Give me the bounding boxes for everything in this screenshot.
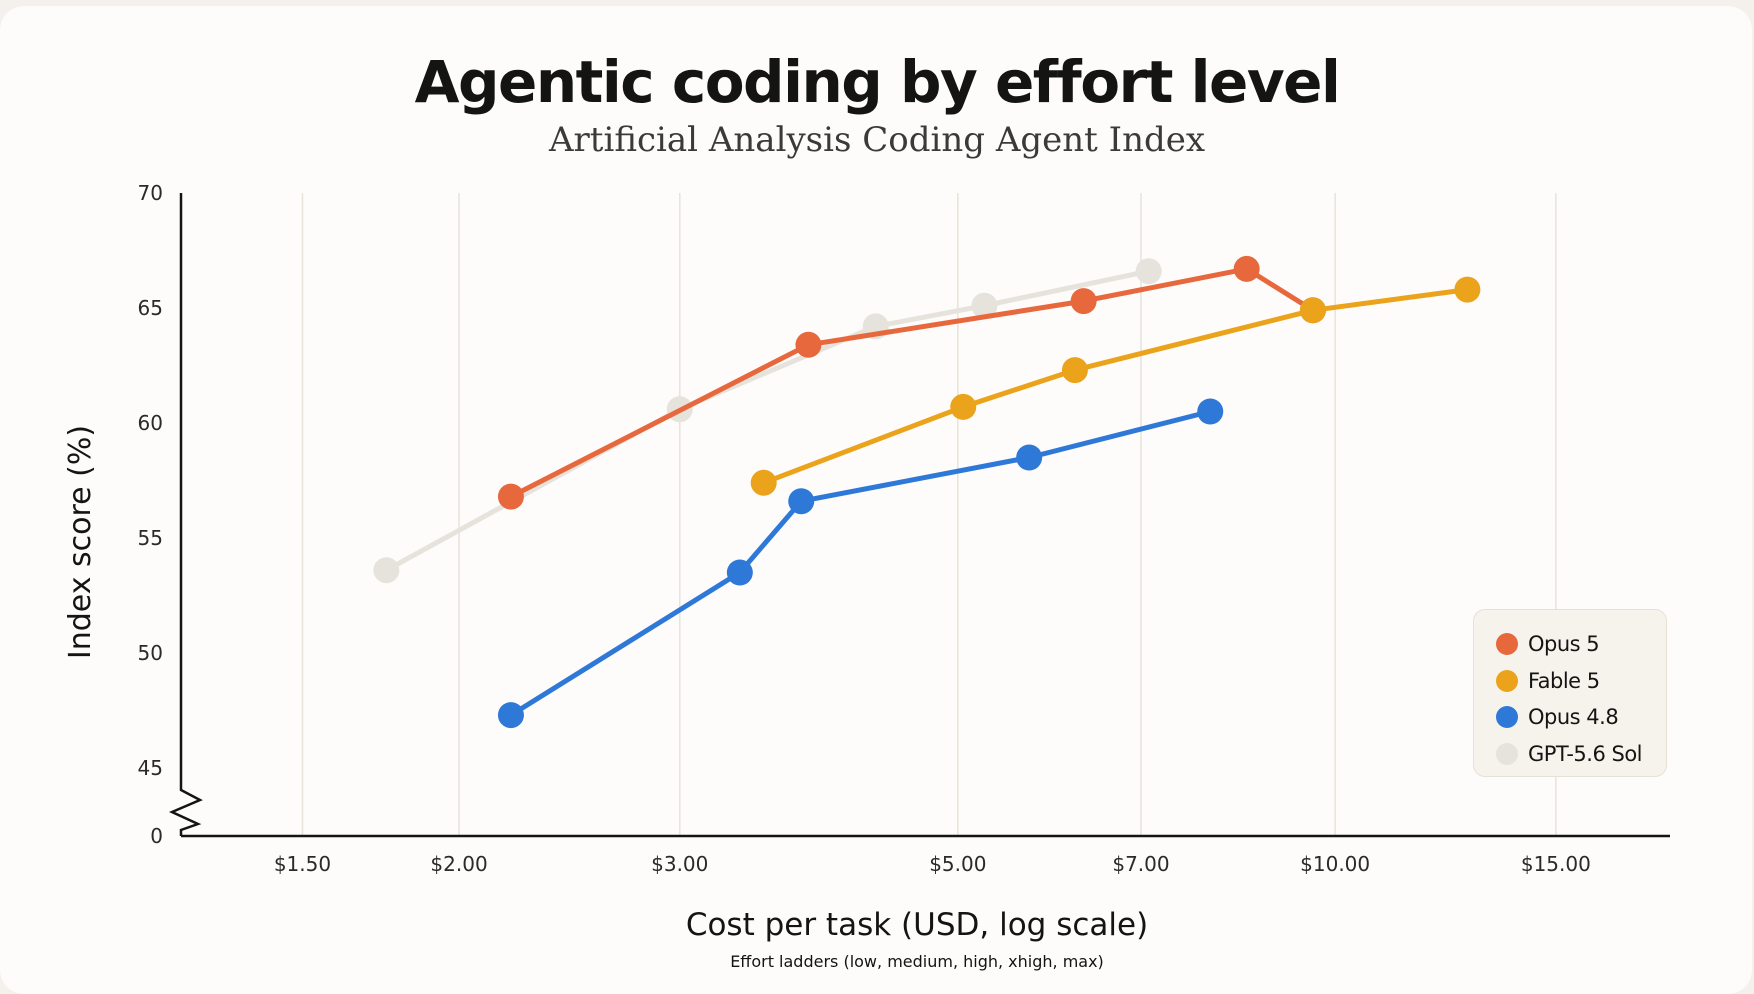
legend-swatch-fable-5 <box>1496 669 1518 692</box>
legend-swatch-opus-4-8 <box>1496 706 1518 729</box>
data-point-gpt-5-6-sol <box>1135 258 1162 285</box>
y-tick-label: 60 <box>138 411 163 435</box>
series-line-opus-4-8 <box>508 409 1213 718</box>
series-line-opus-5 <box>508 266 1316 500</box>
data-point-opus-5 <box>795 331 822 358</box>
x-tick-label: $3.00 <box>651 852 708 876</box>
series-opus-5 <box>497 255 1326 510</box>
data-point-fable-5 <box>950 393 977 420</box>
data-point-fable-5 <box>1454 276 1481 303</box>
legend-item-gpt-5-6-sol: GPT-5.6 Sol <box>1496 736 1666 773</box>
data-point-fable-5 <box>1061 357 1088 384</box>
series-opus-4-8 <box>497 398 1224 729</box>
x-tick-label: $5.00 <box>929 852 986 876</box>
x-gridlines <box>301 193 1557 836</box>
series-group <box>373 255 1481 729</box>
legend-item-opus-4-8: Opus 4.8 <box>1496 699 1666 736</box>
data-point-gpt-5-6-sol <box>373 557 400 584</box>
chart-title: Agentic coding by effort level <box>414 48 1341 116</box>
axes <box>168 193 1670 838</box>
legend-swatch-opus-5 <box>1496 633 1518 656</box>
x-axis-note: Effort ladders (low, medium, high, xhigh… <box>730 952 1104 971</box>
y-tick-label: 45 <box>138 756 163 780</box>
x-tick-label: $15.00 <box>1521 852 1591 876</box>
y-axis-title: Index score (%) <box>63 425 98 659</box>
y-tick-labels: 70 65 60 55 50 45 0 <box>138 181 163 848</box>
y-tick-label: 50 <box>138 641 163 665</box>
data-point-opus-4-8 <box>1197 398 1224 425</box>
chart-card <box>0 6 1752 994</box>
series-line-gpt-5-6-sol <box>383 268 1152 573</box>
x-tick-label: $7.00 <box>1112 852 1169 876</box>
legend-label: GPT-5.6 Sol <box>1528 741 1643 766</box>
legend-label: Opus 4.8 <box>1528 705 1619 730</box>
data-point-fable-5 <box>750 469 777 496</box>
x-tick-label: $1.50 <box>274 852 331 876</box>
data-point-opus-5 <box>1233 255 1260 282</box>
y-tick-label: 65 <box>138 296 163 320</box>
data-point-opus-4-8 <box>497 702 524 729</box>
chart-subtitle: Artificial Analysis Coding Agent Index <box>548 120 1206 160</box>
chart-legend: Opus 5 Fable 5 Opus 4.8 GPT-5.6 Sol <box>1473 609 1667 777</box>
y-tick-label: 55 <box>138 526 163 550</box>
legend-label: Fable 5 <box>1528 668 1600 693</box>
data-point-opus-5 <box>497 483 524 510</box>
legend-item-opus-5: Opus 5 <box>1496 626 1666 663</box>
data-point-opus-4-8 <box>1016 444 1043 471</box>
legend-item-fable-5: Fable 5 <box>1496 663 1666 700</box>
y-tick-label: 70 <box>138 181 163 205</box>
x-axis-title: Cost per task (USD, log scale) <box>686 907 1148 943</box>
y-axis-line <box>168 193 203 836</box>
x-tick-label: $10.00 <box>1300 852 1370 876</box>
legend-label: Opus 5 <box>1528 632 1600 657</box>
data-point-opus-5 <box>1070 288 1097 315</box>
data-point-opus-4-8 <box>788 488 815 515</box>
legend-swatch-gpt-5-6-sol <box>1496 742 1518 765</box>
x-tick-label: $2.00 <box>430 852 487 876</box>
data-point-opus-4-8 <box>726 559 753 586</box>
data-point-fable-5 <box>1299 297 1326 324</box>
x-tick-labels: $1.50 $2.00 $3.00 $5.00 $7.00 $10.00 $15.00 <box>274 852 1591 876</box>
data-point-gpt-5-6-sol <box>971 292 998 319</box>
y-tick-label-zero: 0 <box>150 824 163 848</box>
series-fable-5 <box>750 276 1481 496</box>
